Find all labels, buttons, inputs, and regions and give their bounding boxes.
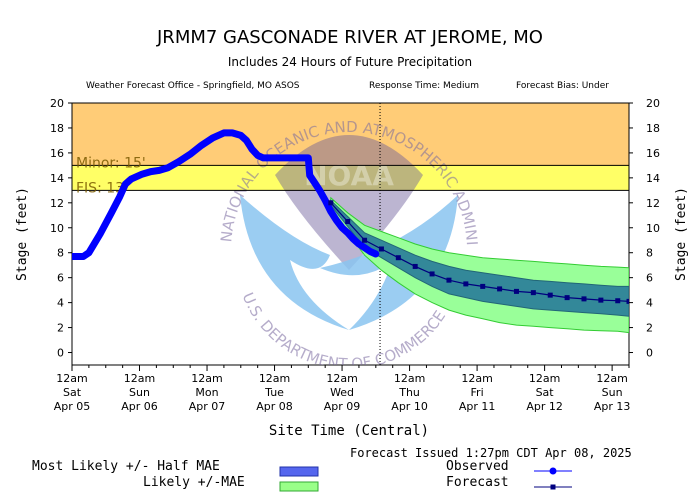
forecast-point bbox=[345, 219, 351, 225]
forecast-point bbox=[412, 263, 418, 269]
legend-likely-label: Likely +/-MAE bbox=[143, 475, 245, 490]
y-tick-label-left: 10 bbox=[50, 222, 64, 235]
y-tick-label-right: 12 bbox=[646, 197, 660, 210]
forecast-point bbox=[513, 288, 519, 294]
y-tick-label-left: 6 bbox=[57, 272, 64, 285]
x-tick-label: 12am bbox=[191, 372, 222, 385]
x-axis-label: Site Time (Central) bbox=[269, 423, 429, 439]
forecast-point bbox=[463, 281, 469, 287]
y-tick-label-right: 18 bbox=[646, 122, 660, 135]
forecast-issued-text: Forecast Issued 1:27pm CDT Apr 08, 2025 bbox=[350, 446, 632, 460]
x-tick-label: Apr 05 bbox=[54, 400, 91, 413]
x-tick-label: Apr 07 bbox=[189, 400, 226, 413]
y-tick-label-left: 4 bbox=[57, 297, 64, 310]
x-tick-label: 12am bbox=[259, 372, 290, 385]
y-tick-label-left: 20 bbox=[50, 97, 64, 110]
forecast-point bbox=[626, 298, 629, 304]
y-tick-label-right: 0 bbox=[646, 347, 653, 360]
forecast-bias-label: Forecast Bias: Under bbox=[516, 81, 609, 91]
forecast-point bbox=[598, 297, 604, 303]
x-tick-label: 12am bbox=[394, 372, 425, 385]
x-tick-label: 12am bbox=[56, 372, 87, 385]
legend-forecast-marker bbox=[550, 484, 556, 490]
y-tick-label-right: 14 bbox=[646, 172, 660, 185]
x-tick-label: Tue bbox=[264, 386, 284, 399]
forecast-point bbox=[530, 290, 536, 296]
y-tick-label-right: 8 bbox=[646, 247, 653, 260]
y-tick-label-left: 8 bbox=[57, 247, 64, 260]
y-tick-label-left: 2 bbox=[57, 322, 64, 335]
x-tick-label: 12am bbox=[596, 372, 627, 385]
y-tick-label-left: 16 bbox=[50, 147, 64, 160]
forecast-point bbox=[564, 295, 570, 301]
x-tick-label: Apr 09 bbox=[324, 400, 361, 413]
forecast-point bbox=[328, 200, 334, 206]
y-tick-label-left: 0 bbox=[57, 347, 64, 360]
threshold-label-fis: FIS: 13' bbox=[76, 180, 128, 196]
x-tick-label: Fri bbox=[471, 386, 484, 399]
minor-flood-band bbox=[72, 103, 629, 166]
y-tick-label-left: 12 bbox=[50, 197, 64, 210]
y-tick-label-right: 20 bbox=[646, 97, 660, 110]
y-tick-label-left: 18 bbox=[50, 122, 64, 135]
legend-mae-label: Most Likely +/- Half MAE bbox=[32, 459, 220, 474]
forecast-point bbox=[446, 277, 452, 283]
forecast-point bbox=[581, 296, 587, 302]
x-tick-label: Apr 12 bbox=[526, 400, 563, 413]
forecast-point bbox=[378, 246, 384, 252]
x-tick-label: Apr 11 bbox=[459, 400, 496, 413]
x-tick-label: 12am bbox=[529, 372, 560, 385]
legend-observed-marker bbox=[549, 467, 557, 475]
x-tick-label: Apr 13 bbox=[594, 400, 631, 413]
threshold-label-minor: Minor: 15' bbox=[76, 155, 146, 171]
x-tick-label: Apr 06 bbox=[121, 400, 158, 413]
forecast-point bbox=[429, 271, 435, 277]
legend-mae-swatch bbox=[279, 466, 319, 477]
observed-line bbox=[72, 129, 380, 260]
y-axis-label-left: Stage (feet) bbox=[15, 187, 30, 281]
x-tick-label: Sun bbox=[129, 386, 150, 399]
series-layer bbox=[72, 129, 629, 334]
y-tick-label-left: 14 bbox=[50, 172, 64, 185]
y-tick-label-right: 6 bbox=[646, 272, 653, 285]
x-tick-label: 12am bbox=[124, 372, 155, 385]
y-tick-label-right: 2 bbox=[646, 322, 653, 335]
x-tick-label: Apr 10 bbox=[391, 400, 428, 413]
noaa-logo-left-wing bbox=[240, 195, 349, 330]
forecast-point bbox=[395, 255, 401, 261]
y-tick-label-right: 10 bbox=[646, 222, 660, 235]
x-tick-label: 12am bbox=[326, 372, 357, 385]
wfo-label: Weather Forecast Office - Springfield, M… bbox=[86, 81, 300, 91]
y-tick-label-right: 16 bbox=[646, 147, 660, 160]
y-axis-label-right: Stage (feet) bbox=[674, 187, 689, 281]
x-tick-label: Thu bbox=[398, 386, 420, 399]
half-mae-band bbox=[330, 199, 629, 317]
legend-forecast-label: Forecast bbox=[446, 475, 509, 490]
x-tick-label: Sun bbox=[602, 386, 623, 399]
forecast-point bbox=[497, 286, 503, 292]
x-tick-label: 12am bbox=[461, 372, 492, 385]
x-tick-label: Wed bbox=[330, 386, 354, 399]
x-tick-label: Sat bbox=[63, 386, 82, 399]
x-tick-label: Mon bbox=[195, 386, 218, 399]
legend bbox=[279, 466, 572, 492]
forecast-point bbox=[480, 283, 486, 289]
chart-title: JRMM7 GASCONADE RIVER AT JEROME, MO bbox=[157, 27, 543, 48]
forecast-point bbox=[547, 292, 553, 298]
y-tick-label-right: 4 bbox=[646, 297, 653, 310]
chart-subtitle: Includes 24 Hours of Future Precipitatio… bbox=[227, 55, 473, 69]
forecast-point bbox=[362, 237, 368, 243]
response-time-label: Response Time: Medium bbox=[369, 81, 479, 91]
forecast-point bbox=[615, 298, 621, 304]
legend-observed-label: Observed bbox=[446, 459, 509, 474]
x-tick-label: Sat bbox=[536, 386, 555, 399]
plot-frame bbox=[71, 102, 630, 366]
x-tick-label: Apr 08 bbox=[256, 400, 293, 413]
legend-likely-swatch bbox=[279, 481, 319, 492]
threshold-bands bbox=[71, 102, 630, 366]
